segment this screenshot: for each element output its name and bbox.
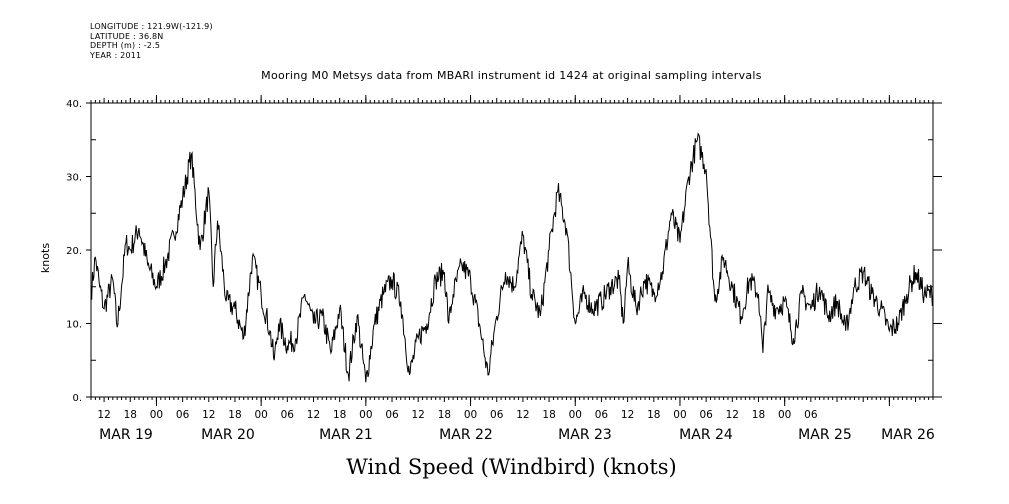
labels-layer: 0. 10. 20. 30. 40. 12 18 00 06 12 18 00 06 12 18 00 06 12… [66, 99, 935, 443]
x-hour-label: 06 [699, 409, 713, 421]
latitude-label: LATITUDE : 36.8N [90, 31, 164, 41]
x-hour-label: 00 [464, 409, 477, 421]
x-hour-label: 00 [254, 409, 267, 421]
x-hour-label: 00 [569, 409, 582, 421]
x-hour-label: 06 [595, 409, 609, 421]
x-hour-label: 06 [176, 409, 190, 421]
y-tick-label: 40. [66, 99, 82, 110]
x-day-label: MAR 20 [201, 427, 255, 443]
x-hour-label: 12 [97, 409, 110, 421]
x-hour-label: 06 [281, 409, 295, 421]
x-day-label: MAR 19 [99, 427, 153, 443]
chart-title-wrap: Mooring M0 Metsys data from MBARI instru… [0, 69, 1009, 82]
y-tick-label: 0. [72, 393, 82, 404]
x-day-label: MAR 24 [679, 427, 733, 443]
x-hour-label: 18 [542, 409, 555, 421]
x-hour-label: 06 [385, 409, 399, 421]
chart-title: Mooring M0 Metsys data from MBARI instru… [261, 69, 762, 82]
plot-frame [90, 102, 934, 398]
x-hour-label: 00 [359, 409, 372, 421]
x-hour-label: 18 [752, 409, 765, 421]
x-hour-label: 12 [412, 409, 425, 421]
y-tick-label: 20. [66, 246, 82, 257]
x-axis-title: Wind Speed (Windbird) (knots) [346, 455, 677, 479]
x-day-label: MAR 21 [319, 427, 373, 443]
x-hour-label: 00 [778, 409, 791, 421]
longitude-label: LONGITUDE : 121.9W(-121.9) [90, 22, 213, 31]
x-day-label: MAR 26 [881, 427, 935, 443]
depth-label: DEPTH (m) : -2.5 [90, 41, 161, 50]
x-axis-title-wrap: Wind Speed (Windbird) (knots) [0, 455, 1009, 479]
x-hour-label: 06 [490, 409, 504, 421]
x-hour-label: 18 [438, 409, 451, 421]
y-tick-label: 30. [66, 173, 82, 184]
x-hour-label: 06 [804, 409, 818, 421]
year-label: YEAR : 2011 [90, 50, 142, 60]
x-hour-label: 12 [307, 409, 320, 421]
x-day-label: MAR 23 [558, 427, 612, 443]
wind-speed-series-line [90, 132, 934, 383]
y-tick-label: 10. [66, 320, 82, 331]
x-hour-label: 18 [333, 409, 346, 421]
x-hour-label: 00 [673, 409, 686, 421]
x-hour-label: 12 [726, 409, 739, 421]
x-hour-label: 12 [516, 409, 529, 421]
x-hour-label: 12 [621, 409, 634, 421]
metadata-block: LONGITUDE : 121.9W(-121.9) LATITUDE : 36… [90, 22, 213, 60]
x-day-label: MAR 22 [439, 427, 493, 443]
x-day-label: MAR 25 [798, 427, 852, 443]
x-hour-label: 18 [124, 409, 137, 421]
x-hour-label: 12 [202, 409, 215, 421]
x-hour-label: 18 [647, 409, 660, 421]
axes-layer [86, 95, 942, 406]
x-hour-label: 00 [150, 409, 163, 421]
x-hour-label: 18 [228, 409, 241, 421]
y-axis-label: knots [39, 243, 52, 273]
